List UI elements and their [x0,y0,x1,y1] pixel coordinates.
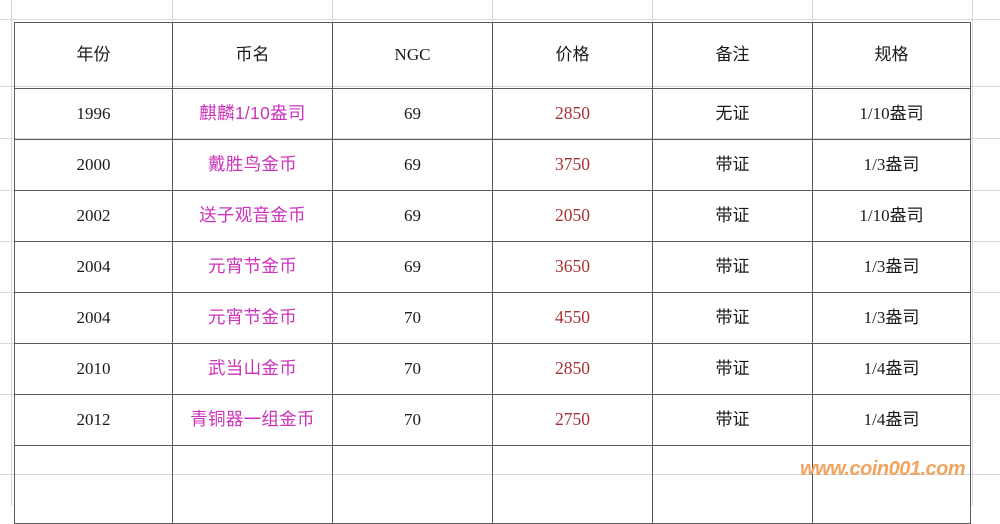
cell-note [652,445,813,524]
cell-note: 带证 [652,292,813,344]
column-header-ngc: NGC [332,22,493,89]
cell-price: 2750 [492,394,653,446]
cell-note: 带证 [652,394,813,446]
table-row: 2000 戴胜鸟金币 69 3750 带证 1/3盎司 [14,139,971,191]
cell-name: 元宵节金币 [172,292,333,344]
cell-name: 戴胜鸟金币 [172,139,333,191]
gridline-horizontal [0,19,1000,20]
column-header-spec: 规格 [812,22,971,89]
cell-year: 2002 [14,190,173,242]
cell-price [492,445,653,524]
cell-spec: 1/10盎司 [812,190,971,242]
cell-price: 3750 [492,139,653,191]
cell-ngc [332,445,493,524]
column-header-name: 币名 [172,22,333,89]
table-row: 2002 送子观音金币 69 2050 带证 1/10盎司 [14,190,971,242]
cell-year: 1996 [14,88,173,140]
cell-spec [812,445,971,524]
gridline-vertical [11,0,12,506]
cell-name [172,445,333,524]
cell-year [14,445,173,524]
column-header-note: 备注 [652,22,813,89]
header-row: 年份 币名 NGC 价格 备注 规格 [14,22,971,89]
cell-price: 3650 [492,241,653,293]
cell-name: 青铜器一组金币 [172,394,333,446]
cell-note: 带证 [652,343,813,395]
cell-spec: 1/4盎司 [812,343,971,395]
cell-ngc: 69 [332,241,493,293]
cell-year: 2000 [14,139,173,191]
cell-ngc: 69 [332,88,493,140]
cell-note: 无证 [652,88,813,140]
cell-note: 带证 [652,241,813,293]
cell-year: 2012 [14,394,173,446]
coin-price-table: 年份 币名 NGC 价格 备注 规格 1996 麒麟1/10盎司 69 2850… [14,22,971,524]
cell-spec: 1/3盎司 [812,292,971,344]
table-row: 2010 武当山金币 70 2850 带证 1/4盎司 [14,343,971,395]
cell-ngc: 70 [332,343,493,395]
coin-price-table-container: 年份 币名 NGC 价格 备注 规格 1996 麒麟1/10盎司 69 2850… [14,22,971,524]
cell-price: 2850 [492,88,653,140]
cell-ngc: 69 [332,139,493,191]
table-row-empty [14,445,971,524]
cell-spec: 1/3盎司 [812,139,971,191]
cell-name: 武当山金币 [172,343,333,395]
cell-name: 麒麟1/10盎司 [172,88,333,140]
cell-ngc: 70 [332,292,493,344]
cell-spec: 1/10盎司 [812,88,971,140]
cell-price: 2850 [492,343,653,395]
table-body: 1996 麒麟1/10盎司 69 2850 无证 1/10盎司 2000 戴胜鸟… [14,88,971,524]
cell-price: 2050 [492,190,653,242]
table-row: 1996 麒麟1/10盎司 69 2850 无证 1/10盎司 [14,88,971,140]
column-header-year: 年份 [14,22,173,89]
gridline-vertical [972,0,973,506]
cell-ngc: 70 [332,394,493,446]
table-row: 2012 青铜器一组金币 70 2750 带证 1/4盎司 [14,394,971,446]
cell-name: 送子观音金币 [172,190,333,242]
table-row: 2004 元宵节金币 70 4550 带证 1/3盎司 [14,292,971,344]
cell-note: 带证 [652,139,813,191]
cell-price: 4550 [492,292,653,344]
cell-ngc: 69 [332,190,493,242]
cell-note: 带证 [652,190,813,242]
table-header: 年份 币名 NGC 价格 备注 规格 [14,22,971,89]
cell-year: 2004 [14,241,173,293]
cell-name: 元宵节金币 [172,241,333,293]
cell-year: 2010 [14,343,173,395]
cell-year: 2004 [14,292,173,344]
cell-spec: 1/4盎司 [812,394,971,446]
cell-spec: 1/3盎司 [812,241,971,293]
table-row: 2004 元宵节金币 69 3650 带证 1/3盎司 [14,241,971,293]
column-header-price: 价格 [492,22,653,89]
